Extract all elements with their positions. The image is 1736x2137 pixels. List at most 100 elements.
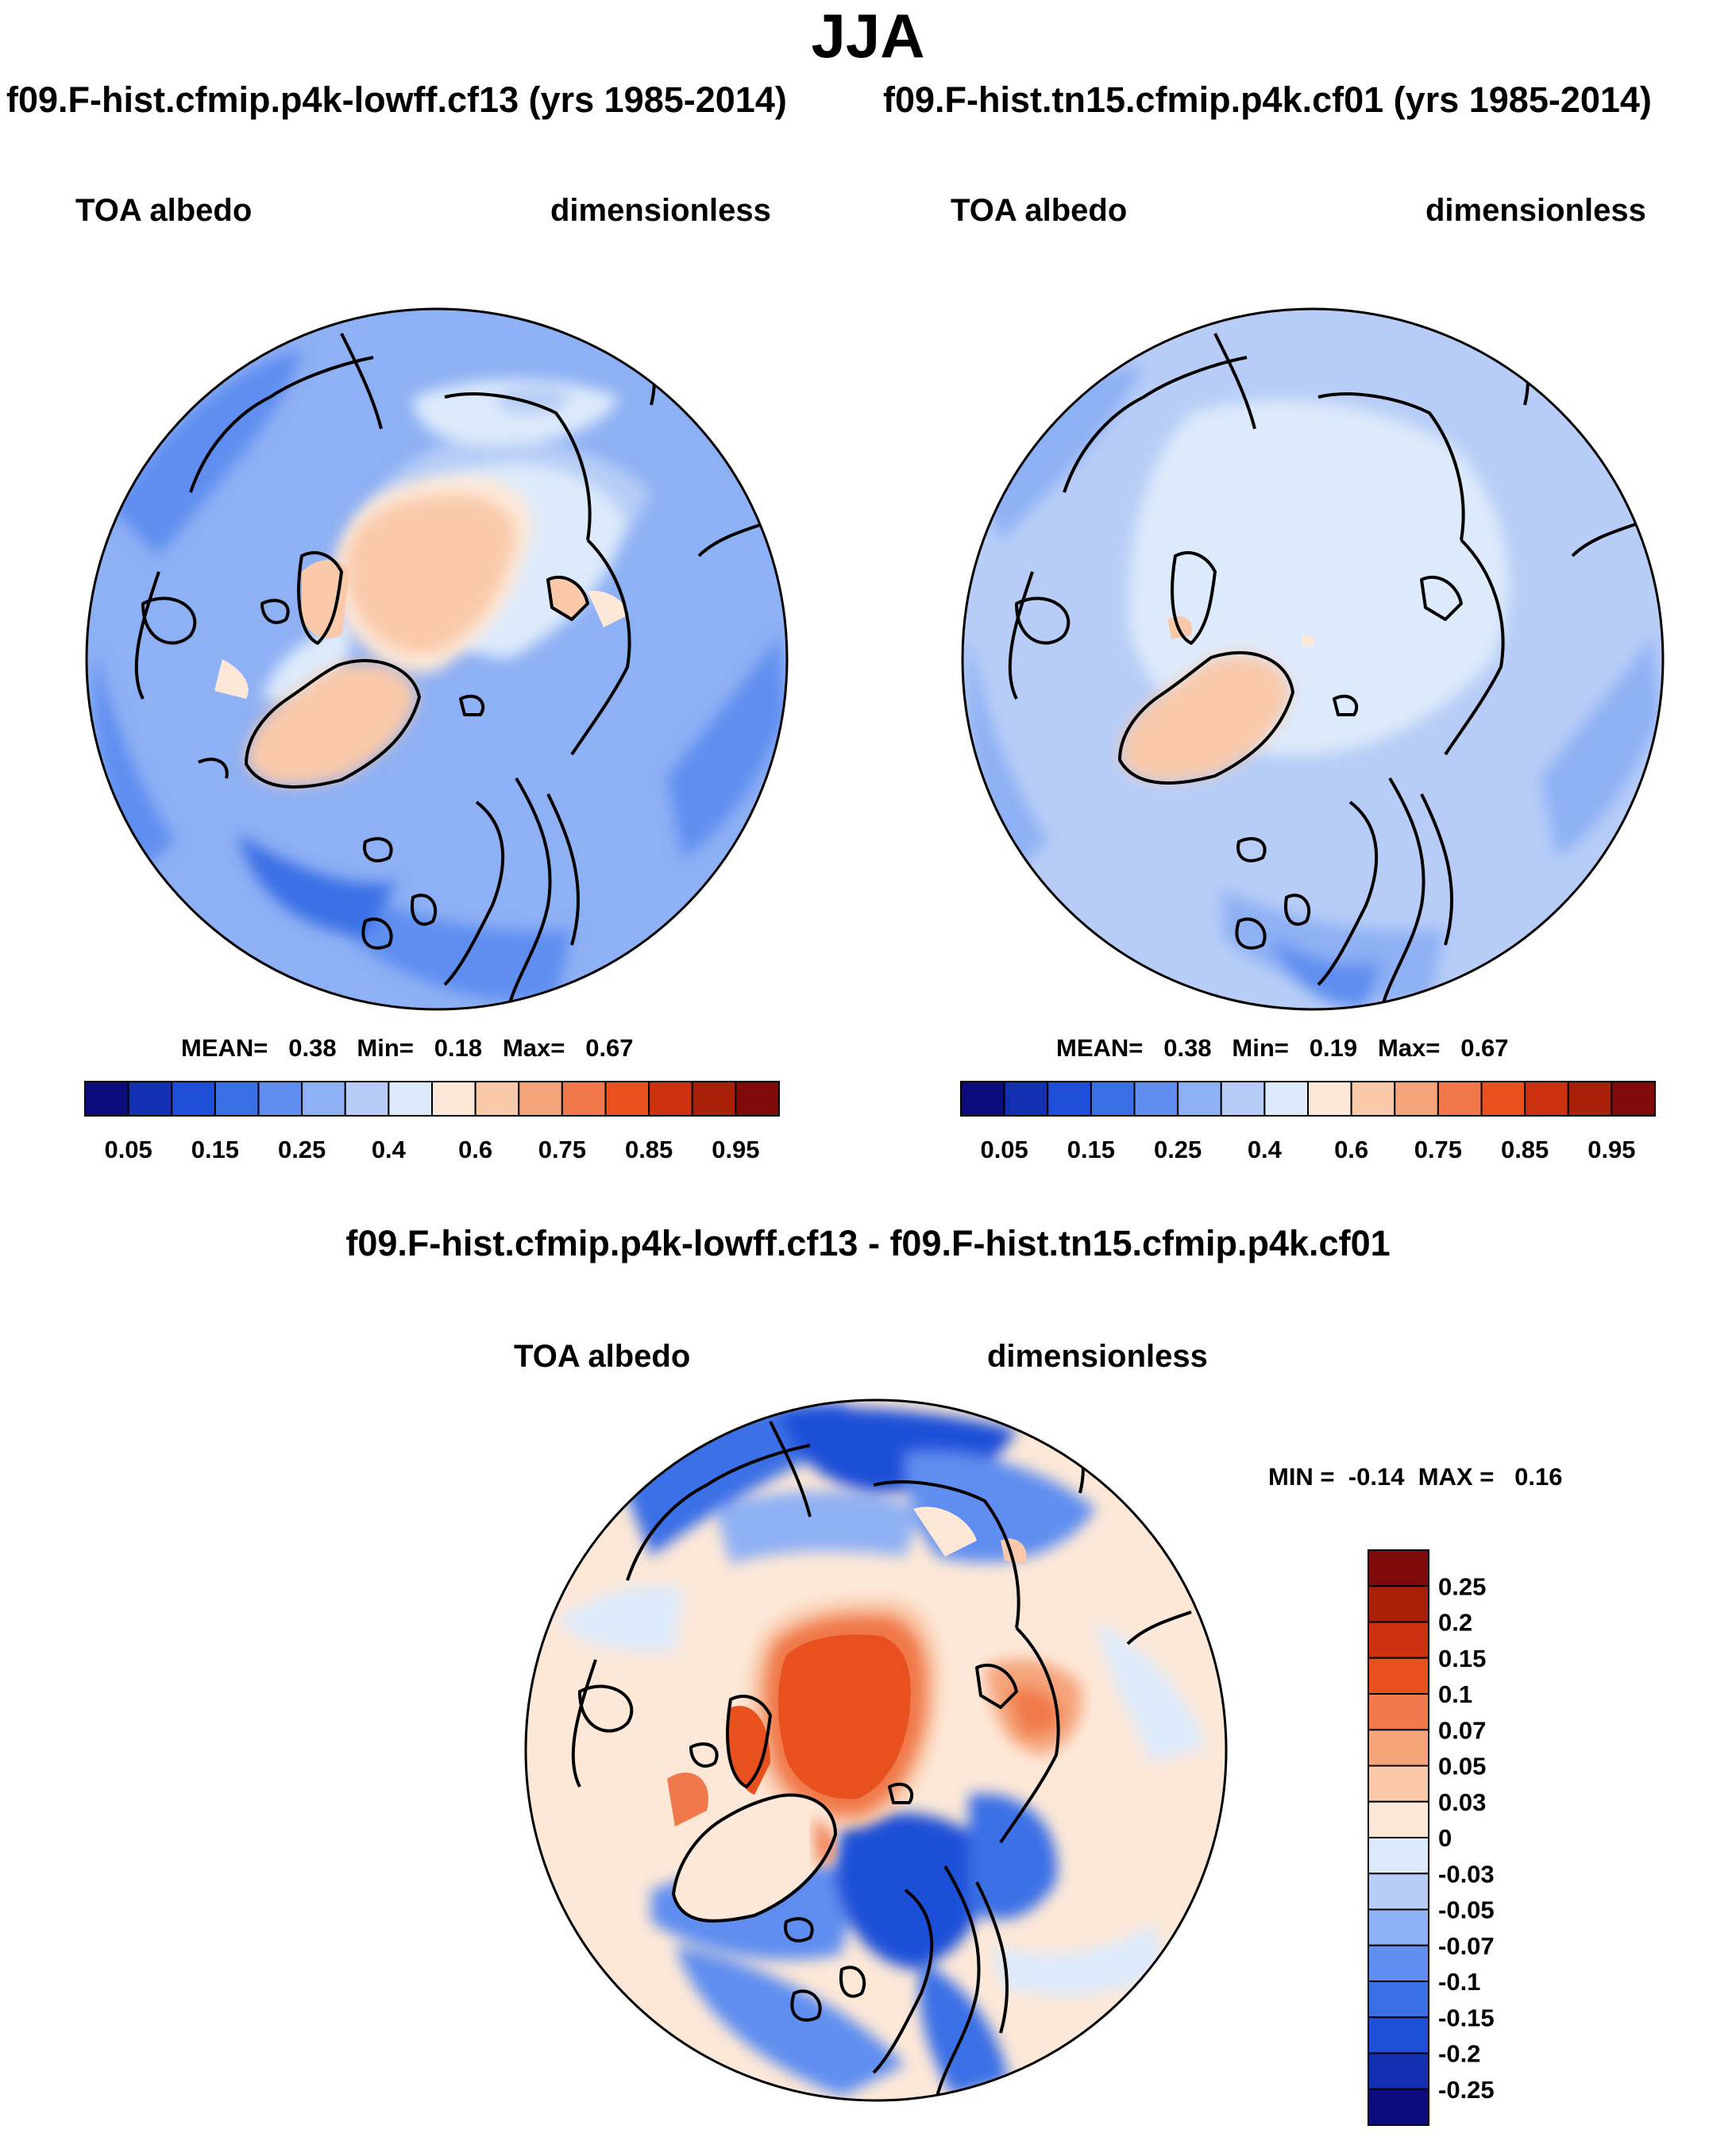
colorbar-tick-label: 0.05 [980,1136,1028,1163]
min-value: -0.14 [1348,1463,1405,1491]
colorbar-swatch [214,1081,260,1117]
max-label: Max= [502,1034,565,1062]
colorbar-tick-label: 0 [1438,1824,1452,1852]
colorbar-swatch [1567,1081,1613,1117]
colorbar-tick-label: 0.95 [712,1136,759,1163]
panel-2-variable-label: TOA albedo [951,193,1128,228]
colorbar-swatch [388,1081,433,1117]
colorbar-swatch [1368,1981,1429,2019]
colorbar-tick-label: 0.2 [1438,1609,1472,1637]
min-label: Min= [1232,1034,1289,1062]
colorbar-swatch [474,1081,520,1117]
colorbar-swatch [1368,1908,1429,1946]
colorbar-tick-label: 0.15 [1067,1136,1115,1163]
max-label: MAX = [1418,1463,1495,1491]
colorbar-tick-label: 0.05 [104,1136,152,1163]
colorbar-swatch [1003,1081,1049,1117]
colorbar-tick-label: 0.07 [1438,1716,1486,1744]
panel-1-colorbar: 0.05 0.15 0.25 0.4 0.6 0.75 0.85 0.95 [84,1081,780,1163]
colorbar-tick-label: 0.75 [538,1136,586,1163]
colorbar-swatch [518,1081,563,1117]
colorbar-swatch [1480,1081,1526,1117]
mean-value: 0.38 [288,1034,337,1062]
panel-1-stats: MEAN= 0.38 Min= 0.18 Max= 0.67 [181,1034,634,1063]
colorbar-swatch [1090,1081,1136,1117]
colorbar-swatch [1368,1549,1429,1587]
colorbar-swatch [1047,1081,1092,1117]
colorbar-swatch [561,1081,607,1117]
colorbar-swatch [604,1081,650,1117]
colorbar-swatch [84,1081,129,1117]
colorbar-swatch [1220,1081,1266,1117]
colorbar-swatch [1368,1657,1429,1695]
colorbar-tick-label: 0.85 [625,1136,673,1163]
colorbar-swatch [344,1081,390,1117]
min-label: Min= [357,1034,414,1062]
colorbar-tick-label: -0.2 [1438,2040,1480,2068]
max-label: Max= [1377,1034,1441,1062]
colorbar-tick-label: 0.4 [1248,1136,1283,1163]
min-value: 0.18 [434,1034,483,1062]
colorbar-swatch [1524,1081,1569,1117]
diff-stats: MIN = -0.14 MAX = 0.16 [1268,1463,1562,1491]
colorbar-swatch [1368,1873,1429,1911]
panel-1-map [85,307,789,1011]
colorbar-swatch [648,1081,693,1117]
colorbar-swatch [301,1081,346,1117]
colorbar-swatch [1368,2088,1429,2126]
min-value: 0.19 [1309,1034,1358,1062]
max-value: 0.16 [1514,1463,1563,1491]
colorbar-tick-label: 0.75 [1414,1136,1462,1163]
colorbar-swatch [1368,1837,1429,1875]
colorbar-tick-label: -0.1 [1438,1968,1480,1996]
colorbar-swatch [1437,1081,1483,1117]
difference-colorbar: 0.25 0.2 0.15 0.1 0.07 0.05 0.03 0 -0.03 -0.05 -0.… [1368,1549,1495,2126]
mean-label: MEAN= [1056,1034,1144,1062]
colorbar-swatch [1263,1081,1309,1117]
panel-2-colorbar: 0.05 0.15 0.25 0.4 0.6 0.75 0.85 0.95 [960,1081,1656,1163]
colorbar-swatch [1368,1585,1429,1623]
colorbar-tick-label: -0.07 [1438,1932,1495,1960]
colorbar-tick-label: -0.05 [1438,1896,1495,1924]
colorbar-swatch [127,1081,173,1117]
colorbar-tick-label: 0.15 [191,1136,239,1163]
min-label: MIN = [1268,1463,1335,1491]
diff-variable-label: TOA albedo [514,1339,691,1374]
diff-units-label: dimensionless [987,1339,1208,1374]
colorbar-tick-label: 0.03 [1438,1788,1486,1816]
colorbar-swatch [171,1081,216,1117]
colorbar-swatch [960,1081,1005,1117]
colorbar-swatch [1368,1621,1429,1659]
max-value: 0.67 [1460,1034,1509,1062]
panel-1-case-title: f09.F-hist.cfmip.p4k-lowff.cf13 (yrs 198… [6,79,787,120]
difference-map [524,1398,1228,2102]
colorbar-swatch [1368,1693,1429,1731]
colorbar-tick-label: 0.1 [1438,1680,1472,1708]
colorbar-swatch [257,1081,303,1117]
colorbar-tick-label: 0.05 [1438,1753,1486,1780]
colorbar-tick-label: 0.6 [1334,1136,1368,1163]
max-value: 0.67 [585,1034,634,1062]
mean-label: MEAN= [181,1034,268,1062]
colorbar-tick-label: 0.4 [372,1136,407,1163]
colorbar-swatch [691,1081,737,1117]
colorbar-swatch [431,1081,476,1117]
panel-2-map [961,307,1665,1011]
colorbar-tick-label: 0.25 [1438,1572,1486,1600]
figure-title: JJA [811,1,925,71]
colorbar-swatch [1133,1081,1179,1117]
colorbar-swatch [1350,1081,1396,1117]
colorbar-swatch [735,1081,780,1117]
panel-1-units-label: dimensionless [550,193,771,228]
colorbar-swatch [1368,1765,1429,1803]
colorbar-tick-label: 0.6 [458,1136,492,1163]
difference-title: f09.F-hist.cfmip.p4k-lowff.cf13 - f09.F-… [345,1223,1391,1263]
panel-2-stats: MEAN= 0.38 Min= 0.19 Max= 0.67 [1056,1034,1509,1063]
colorbar-swatch [1368,1944,1429,1982]
panel-1-variable-label: TOA albedo [75,193,253,228]
colorbar-swatch [1394,1081,1439,1117]
colorbar-tick-label: 0.95 [1587,1136,1635,1163]
panel-2-case-title: f09.F-hist.tn15.cfmip.p4k.cf01 (yrs 1985… [883,79,1652,120]
colorbar-swatch [1177,1081,1222,1117]
